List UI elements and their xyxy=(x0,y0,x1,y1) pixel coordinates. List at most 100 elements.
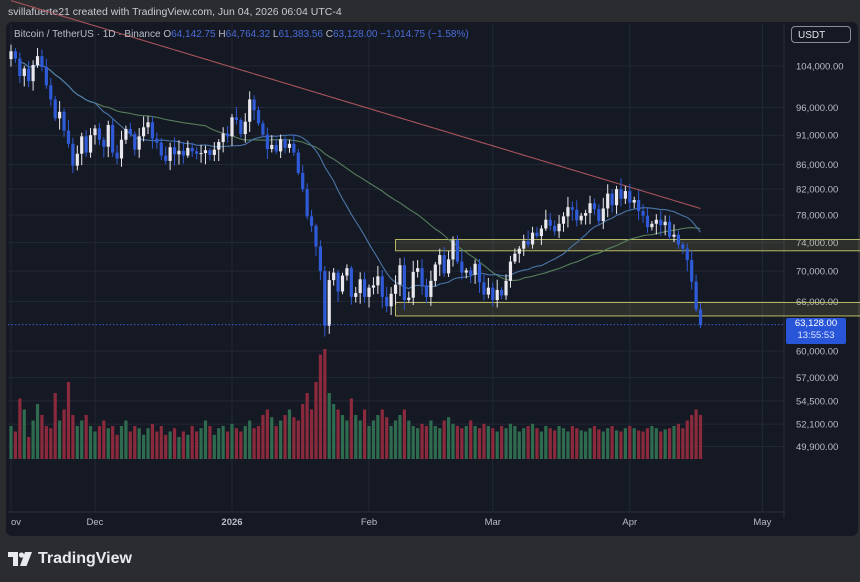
candle-body xyxy=(486,287,490,295)
volume-bar xyxy=(102,420,106,459)
candle-body xyxy=(208,150,212,155)
volume-bar xyxy=(195,431,199,459)
candle-body xyxy=(301,172,305,190)
volume-bar xyxy=(349,398,353,459)
candle-body xyxy=(332,272,336,281)
candle-body xyxy=(363,279,367,297)
volume-bar xyxy=(367,426,371,459)
volume-bar xyxy=(88,426,93,459)
candle-body xyxy=(84,136,88,153)
volume-bar xyxy=(208,426,212,459)
candle-body xyxy=(446,259,451,274)
volume-bar xyxy=(172,428,177,459)
volume-bar xyxy=(159,426,163,459)
volume-bar xyxy=(645,428,650,459)
candle-body xyxy=(650,223,654,228)
volume-bar xyxy=(314,382,318,459)
volume-bar xyxy=(380,409,384,459)
currency-button[interactable]: USDT xyxy=(791,26,851,43)
tradingview-logo-icon xyxy=(8,552,32,566)
candle-body xyxy=(464,270,468,273)
volume-bar xyxy=(305,393,309,459)
last-price-value: 63,128.00 xyxy=(794,318,838,329)
candle-body xyxy=(504,280,508,296)
volume-bar xyxy=(265,409,269,459)
candle-body xyxy=(212,149,216,155)
candle-body xyxy=(637,200,641,212)
candle-body xyxy=(491,287,495,301)
candle-body xyxy=(500,289,504,296)
volume-bar xyxy=(623,428,627,459)
volume-bar xyxy=(420,423,424,459)
volume-bar xyxy=(309,409,314,459)
candle-body xyxy=(142,127,146,137)
candle-body xyxy=(31,65,35,82)
volume-bar xyxy=(243,426,247,459)
volume-bar xyxy=(318,354,322,459)
volume-bar xyxy=(97,426,101,459)
y-tick-label: 104,000.00 xyxy=(796,62,844,73)
volume-bar xyxy=(530,423,535,459)
candle-body xyxy=(155,138,159,143)
volume-bar xyxy=(230,423,234,459)
y-tick-label: 91,000.00 xyxy=(796,131,838,142)
candle-body xyxy=(610,193,614,206)
volume-bar xyxy=(570,426,574,459)
candle-body xyxy=(88,135,93,153)
candle-body xyxy=(66,130,71,144)
candle-body xyxy=(283,139,287,148)
volume-bar xyxy=(27,437,31,459)
volume-bar xyxy=(495,431,499,459)
volume-bar xyxy=(177,437,181,459)
candle-body xyxy=(460,261,464,273)
volume-bar xyxy=(442,420,446,459)
y-tick-label: 57,000.00 xyxy=(796,373,838,384)
candle-body xyxy=(628,191,632,203)
brand-footer[interactable]: TradingView xyxy=(8,548,132,570)
volume-bar xyxy=(137,428,141,459)
y-tick-label: 60,000.00 xyxy=(796,347,838,358)
candle-body xyxy=(199,153,203,155)
candle-body xyxy=(438,255,442,265)
volume-bar xyxy=(619,431,623,459)
x-tick-label: Apr xyxy=(622,517,637,528)
volume-bar xyxy=(340,415,345,459)
volume-bar xyxy=(376,415,380,459)
candle-body xyxy=(698,309,703,325)
candle-body xyxy=(477,263,482,283)
volume-bar xyxy=(557,426,561,459)
candle-body xyxy=(561,216,566,224)
volume-bar xyxy=(659,431,663,459)
volume-bar xyxy=(385,417,389,459)
candle-body xyxy=(517,248,521,254)
volume-bar xyxy=(460,428,464,459)
x-tick-label: May xyxy=(753,517,771,528)
x-tick-label: Mar xyxy=(485,517,501,528)
candle-body xyxy=(548,219,552,226)
candle-body xyxy=(305,189,309,217)
candle-body xyxy=(553,225,557,232)
bar-countdown: 13:55:53 xyxy=(797,330,835,341)
volume-bar xyxy=(592,426,597,459)
candle-body xyxy=(22,68,26,77)
candle-body xyxy=(287,143,292,148)
symbol-name[interactable]: Bitcoin / TetherUS · 1D · Binance xyxy=(14,29,161,40)
volume-bar xyxy=(115,434,119,459)
volume-bar xyxy=(168,431,172,459)
volume-bar xyxy=(588,428,592,459)
volume-bar xyxy=(248,420,252,459)
volume-bar xyxy=(256,426,261,459)
volume-bar xyxy=(681,428,685,459)
candle-body xyxy=(614,189,619,206)
candle-body xyxy=(416,268,420,272)
volume-bar xyxy=(526,426,530,459)
candle-body xyxy=(385,296,389,307)
candle-body xyxy=(35,56,40,66)
volume-bar xyxy=(292,417,296,459)
candle-body xyxy=(442,255,446,274)
volume-bar xyxy=(451,423,455,459)
candle-body xyxy=(58,111,62,119)
candle-body xyxy=(584,213,588,216)
candle-body xyxy=(473,263,477,275)
